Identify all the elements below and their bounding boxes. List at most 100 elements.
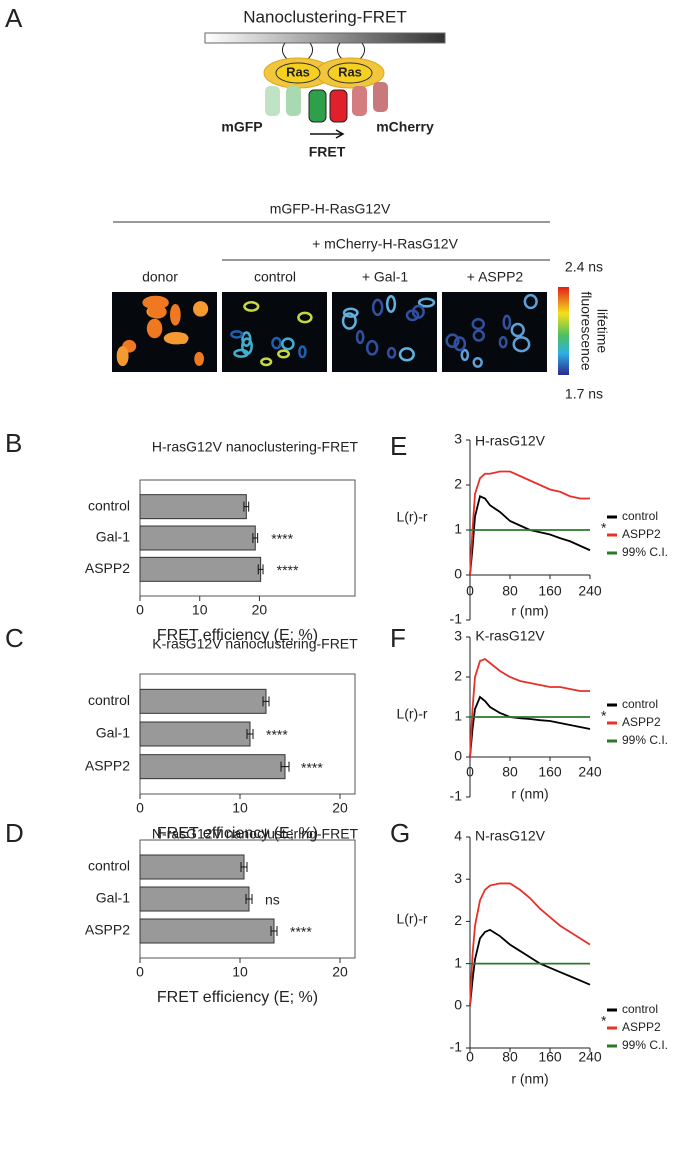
- x-axis-label: r (nm): [511, 786, 548, 802]
- y-tick-label: 0: [454, 748, 462, 764]
- cell: [243, 301, 260, 312]
- cell: [398, 347, 415, 362]
- y-tick-label: Gal-1: [96, 725, 130, 741]
- legend-label: 99% C.I.: [622, 733, 668, 747]
- fret-arrow: [310, 129, 345, 139]
- legend-label: control: [622, 697, 658, 711]
- bar: [139, 525, 256, 551]
- diagram-title: Nanoclustering-FRET: [243, 7, 406, 26]
- micrograph: [442, 292, 547, 372]
- cell: [241, 337, 253, 356]
- cell: [298, 345, 307, 359]
- x-tick-label: 240: [578, 764, 602, 780]
- significance-label: ****: [290, 924, 312, 940]
- cell: [386, 346, 397, 359]
- ras-protein: [327, 62, 373, 84]
- scale-max: 2.4 ns: [565, 259, 603, 275]
- scale-min: 1.7 ns: [565, 386, 603, 402]
- y-tick-label: 3: [454, 628, 462, 644]
- chart-title: H-rasG12V nanoclustering-FRET: [152, 439, 359, 455]
- y-tick-label: 3: [454, 431, 462, 447]
- construct-label: mGFP-H-RasG12V: [270, 201, 391, 217]
- colorbar: [558, 287, 569, 375]
- panel-label: B: [5, 428, 22, 458]
- legend-label: ASPP2: [622, 715, 661, 729]
- significance-label: ****: [271, 531, 293, 547]
- y-tick-label: 2: [454, 912, 462, 928]
- bar: [139, 494, 247, 520]
- x-tick-label: 160: [538, 764, 562, 780]
- condition-label: control: [254, 269, 296, 285]
- x-tick-label: 80: [502, 764, 518, 780]
- ras-protein: [275, 62, 321, 84]
- legend-label: control: [622, 1002, 658, 1016]
- cell: [146, 318, 163, 339]
- cell: [230, 330, 244, 339]
- y-tick-label: 4: [454, 828, 462, 844]
- cell: [417, 297, 436, 308]
- cell: [142, 295, 169, 310]
- bar: [139, 854, 245, 880]
- data-line: [469, 928, 591, 1006]
- cell: [297, 311, 313, 324]
- x-axis-label: FRET efficiency (E; %): [157, 627, 318, 644]
- panel-label: G: [390, 818, 410, 848]
- x-axis-label: FRET efficiency (E; %): [157, 989, 318, 1006]
- cell: [355, 329, 365, 345]
- x-tick-label: 80: [502, 1049, 518, 1065]
- gradient-bar: [204, 32, 446, 44]
- cell: [512, 336, 531, 353]
- cell: [471, 318, 486, 331]
- data-line: [469, 494, 591, 576]
- x-tick-label: 0: [466, 1049, 474, 1065]
- fluorophore: [308, 89, 327, 123]
- x-axis-label: r (nm): [511, 1071, 548, 1087]
- y-tick-label: Gal-1: [96, 529, 130, 545]
- ras-label: Ras: [338, 64, 362, 79]
- cell: [170, 303, 181, 326]
- chart-title: N-rasG12V nanoclustering-FRET: [152, 826, 359, 842]
- panel-label: C: [5, 623, 24, 653]
- lifetime-images: [112, 292, 547, 372]
- cell: [498, 335, 508, 349]
- cell: [342, 307, 359, 318]
- fluorophore: [329, 89, 348, 123]
- x-tick-label: 240: [578, 583, 602, 599]
- y-tick-label: 3: [454, 870, 462, 886]
- error-bar: [280, 761, 290, 772]
- y-tick-label: 1: [454, 954, 462, 970]
- y-tick-label: 0: [454, 566, 462, 582]
- y-tick-label: 1: [454, 521, 462, 537]
- legend-label: ASPP2: [622, 527, 661, 541]
- y-tick-label: -1: [450, 788, 463, 804]
- legend-mark: *: [601, 708, 607, 724]
- legend-mark: *: [601, 520, 607, 536]
- y-tick-label: 0: [454, 997, 462, 1013]
- condition-label: + Gal-1: [362, 269, 409, 285]
- fluorophore: [265, 86, 280, 116]
- data-line: [469, 657, 590, 758]
- legend-label: control: [622, 509, 658, 523]
- bar: [139, 918, 275, 944]
- y-tick-label: control: [88, 858, 130, 874]
- x-tick-label: 160: [538, 1049, 562, 1065]
- cell: [341, 312, 357, 330]
- fluorophore: [373, 82, 388, 112]
- error-bar: [262, 696, 270, 707]
- x-tick-label: 0: [136, 964, 144, 980]
- cell: [281, 337, 295, 351]
- x-tick-label: 0: [136, 800, 144, 816]
- scale-title: lifetime: [594, 309, 610, 354]
- data-line: [469, 470, 590, 576]
- chart-title: K-rasG12V: [475, 628, 545, 644]
- x-axis-label: FRET efficiency (E; %): [157, 825, 318, 842]
- bar: [139, 721, 251, 747]
- y-tick-label: ASPP2: [85, 922, 130, 938]
- x-tick-label: 10: [192, 602, 208, 618]
- significance-label: ****: [266, 727, 288, 743]
- panel-label: E: [390, 431, 407, 461]
- fret-label: FRET: [309, 144, 346, 160]
- legend-label: 99% C.I.: [622, 1038, 668, 1052]
- y-axis-label: L(r)-r: [396, 911, 427, 927]
